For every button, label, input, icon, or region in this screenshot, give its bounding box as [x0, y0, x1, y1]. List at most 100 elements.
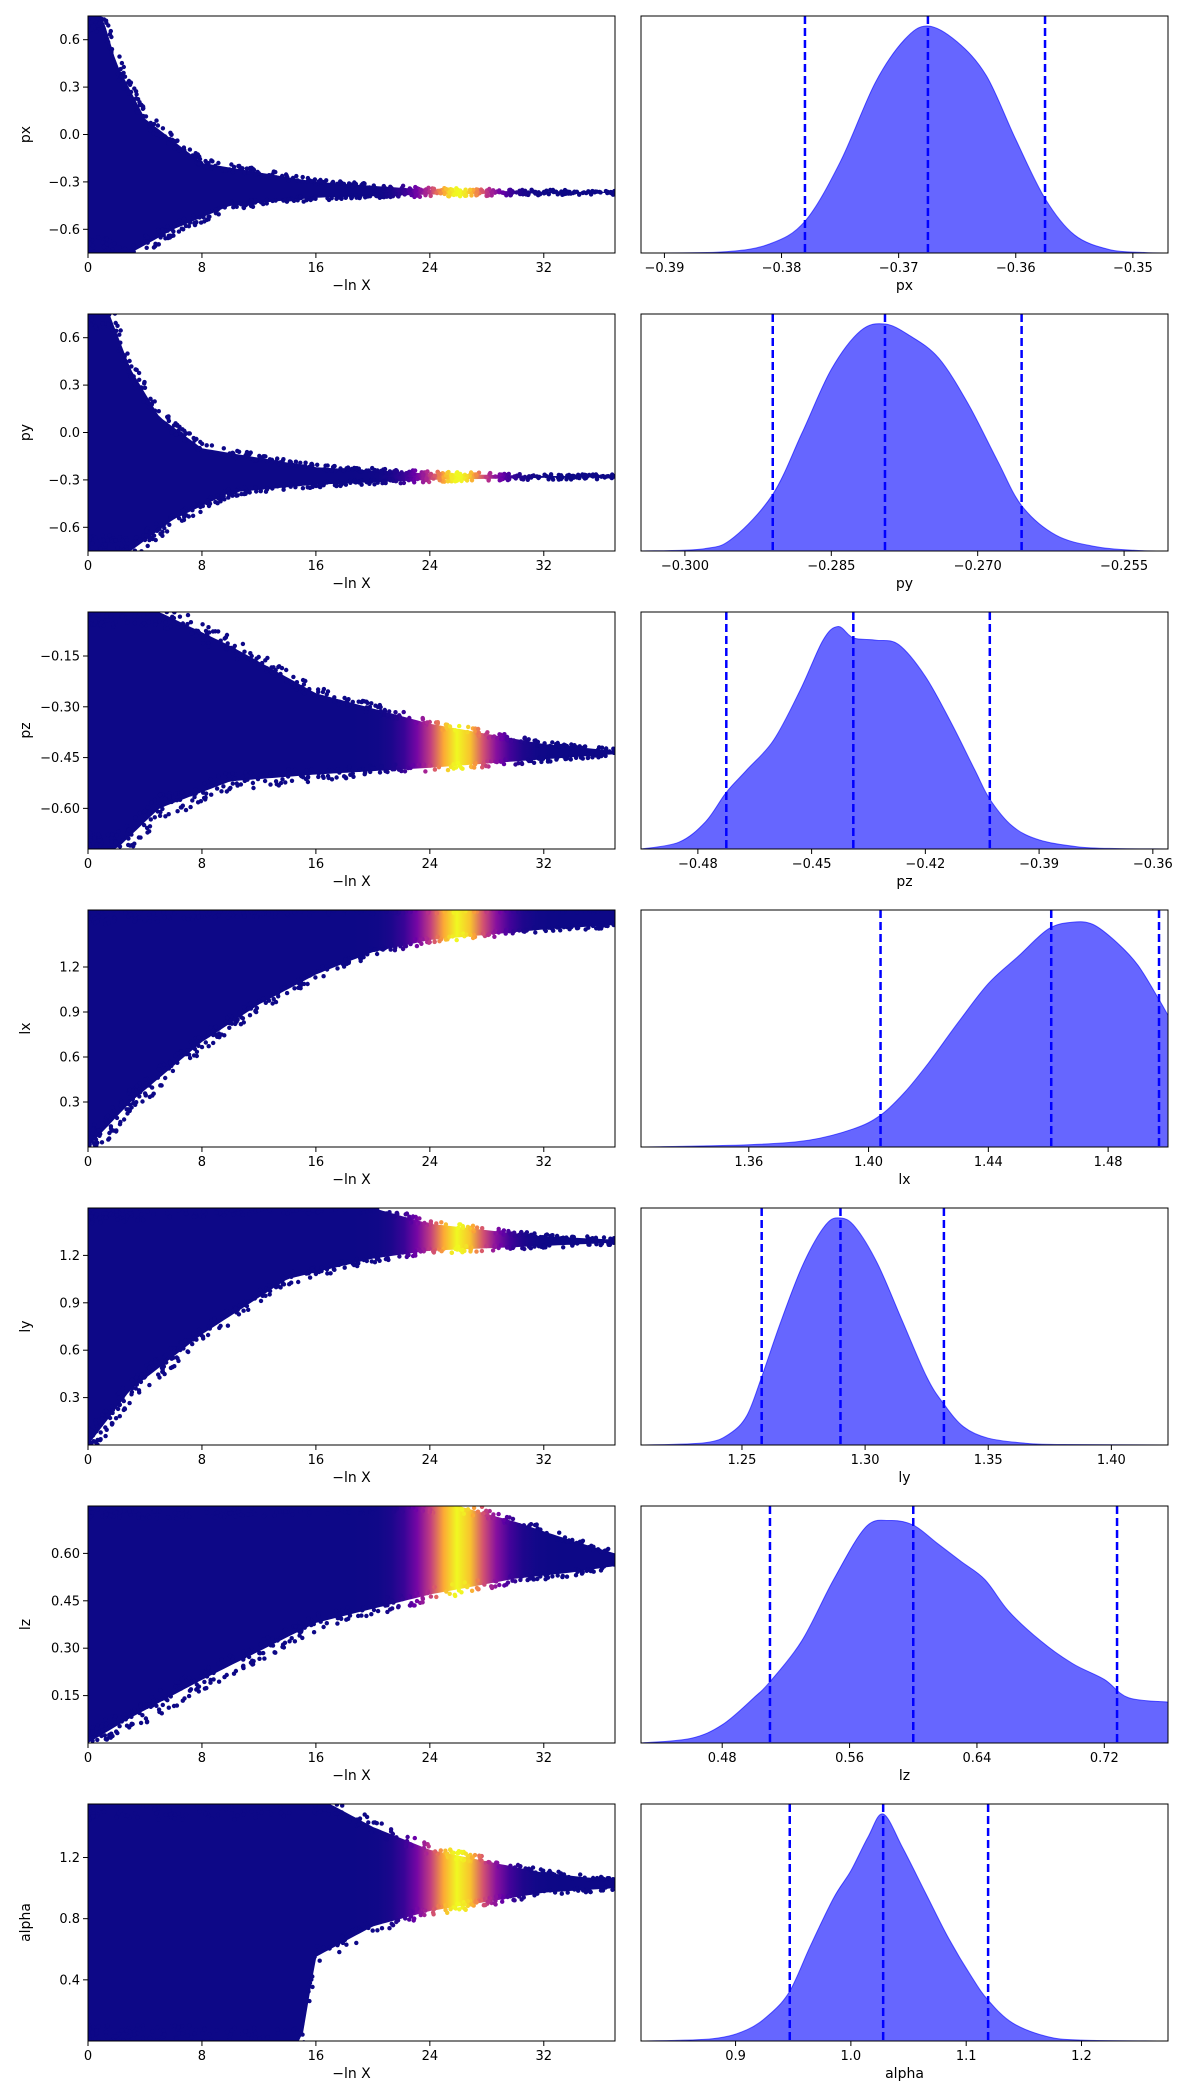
- sample-point: [177, 614, 183, 619]
- sample-point: [144, 1719, 150, 1724]
- sample-point: [136, 915, 142, 920]
- sample-point: [497, 472, 502, 477]
- sample-point: [104, 1506, 109, 1508]
- sample-point: [178, 1347, 183, 1353]
- sample-point: [485, 759, 490, 764]
- sample-point: [364, 1613, 369, 1619]
- sample-point: [155, 809, 160, 814]
- sample-point: [121, 1194, 125, 1198]
- sample-point: [89, 1203, 93, 1207]
- sample-point: [95, 602, 99, 606]
- sample-point: [591, 910, 597, 913]
- sample-point: [96, 1128, 102, 1133]
- sample-point: [158, 1688, 163, 1693]
- sample-point: [492, 1900, 497, 1906]
- sample-point: [226, 903, 230, 907]
- sample-point: [131, 374, 136, 379]
- sample-point: [324, 1267, 330, 1272]
- sample-point: [478, 1898, 484, 1903]
- sample-point: [111, 910, 116, 913]
- sample-point: [200, 1203, 204, 1207]
- sample-point: [326, 910, 331, 916]
- sample-point: [533, 930, 538, 935]
- sample-point: [424, 1851, 429, 1856]
- sample-point: [97, 21, 102, 26]
- sample-point: [199, 441, 205, 446]
- sample-point: [182, 1674, 188, 1680]
- sample-point: [156, 229, 162, 234]
- sample-point: [586, 1242, 591, 1247]
- sample-point: [176, 2046, 180, 2050]
- sample-point: [341, 964, 347, 969]
- sample-point: [98, 893, 102, 897]
- sample-point: [374, 1602, 379, 1608]
- sample-point: [545, 1575, 551, 1580]
- sample-point: [173, 1679, 179, 1685]
- sample-point: [404, 1842, 409, 1847]
- sample-point: [142, 2048, 146, 2052]
- sample-point: [228, 1798, 232, 1802]
- sample-point: [240, 1208, 245, 1211]
- sample-point: [120, 1385, 125, 1391]
- sample-point: [86, 599, 90, 603]
- sample-point: [139, 254, 143, 258]
- sample-point: [427, 1246, 432, 1252]
- sample-point: [332, 1267, 337, 1273]
- sample-point: [320, 1203, 324, 1207]
- sample-point: [450, 934, 455, 939]
- sample-point: [232, 1514, 238, 1519]
- sample-point: [108, 251, 113, 253]
- sample-point: [391, 1497, 395, 1501]
- sample-point: [131, 557, 135, 561]
- sample-point: [597, 910, 599, 911]
- sample-point: [124, 900, 128, 904]
- density-lz: [641, 1506, 1168, 1743]
- sample-point: [504, 1514, 510, 1520]
- sample-point: [97, 2050, 101, 2054]
- sample-point: [287, 770, 292, 775]
- sample-point: [291, 1506, 297, 1511]
- sample-point: [117, 1402, 122, 1408]
- sample-point: [432, 473, 437, 478]
- sample-point: [89, 317, 94, 322]
- sample-point: [181, 1804, 187, 1809]
- sample-point: [288, 459, 293, 465]
- sample-point: [96, 2024, 101, 2029]
- sample-point: [415, 476, 420, 482]
- sample-point: [88, 846, 92, 849]
- sample-point: [351, 774, 356, 779]
- sample-point: [379, 1602, 384, 1607]
- sample-point: [127, 558, 131, 562]
- sample-point: [88, 904, 92, 908]
- sample-point: [134, 1083, 139, 1089]
- sample-point: [515, 905, 519, 909]
- sample-point: [199, 1494, 203, 1498]
- sample-point: [101, 2053, 105, 2057]
- x-axis-label: pz: [896, 874, 912, 890]
- sample-point: [228, 1506, 233, 1511]
- sample-point: [196, 1035, 201, 1040]
- sample-point: [200, 1794, 204, 1798]
- sample-point: [147, 1501, 151, 1505]
- sample-point: [103, 2029, 109, 2034]
- sample-point: [375, 193, 380, 199]
- sample-point: [365, 194, 370, 199]
- sample-point: [256, 998, 261, 1004]
- sample-point: [173, 791, 178, 797]
- sample-point: [261, 996, 266, 1001]
- sample-point: [273, 169, 278, 175]
- sample-point: [128, 2044, 132, 2048]
- sample-point: [609, 910, 614, 914]
- sample-point: [94, 603, 98, 607]
- sample-point: [89, 1150, 93, 1154]
- sample-point: [424, 936, 430, 942]
- sample-point: [330, 180, 336, 185]
- sample-point: [476, 730, 481, 735]
- sample-point: [342, 904, 346, 908]
- sample-point: [307, 973, 313, 978]
- sample-point: [94, 1143, 99, 1147]
- sample-point: [145, 543, 150, 549]
- sample-point: [324, 1203, 328, 1207]
- sample-point: [175, 2046, 179, 2050]
- sample-point: [256, 1795, 260, 1799]
